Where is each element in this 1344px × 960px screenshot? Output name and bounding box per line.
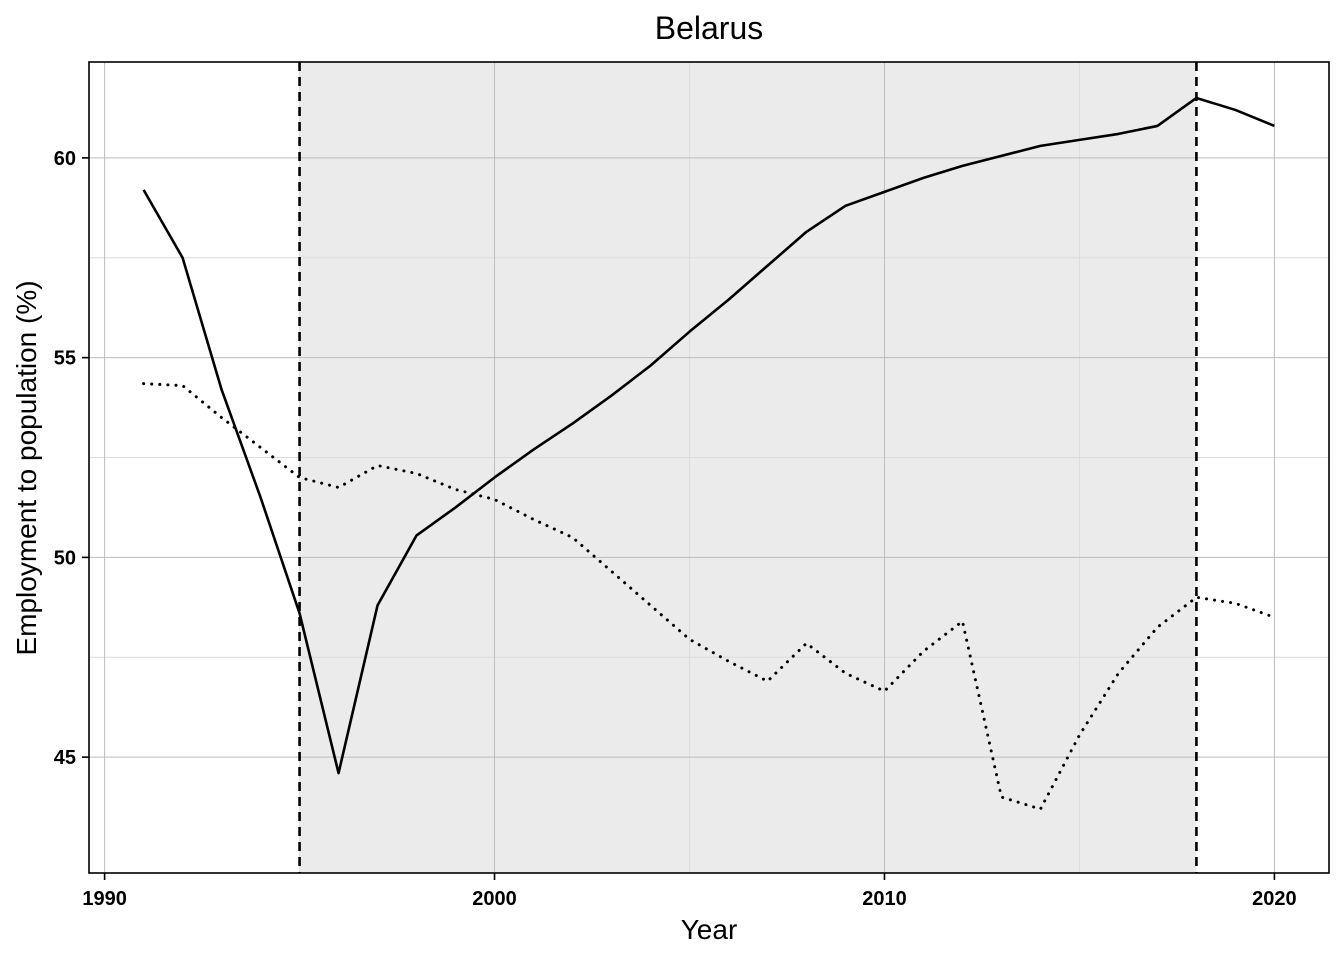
chart-title: Belarus [655, 10, 764, 46]
y-tick-label: 50 [54, 547, 76, 569]
x-tick-label: 2010 [862, 888, 907, 910]
period-boundary-lines [298, 62, 1198, 873]
plot-border [88, 61, 1330, 874]
grid-lines [89, 62, 1329, 873]
y-tick-label: 45 [54, 747, 76, 769]
shaded-period [299, 62, 1197, 873]
x-tick-label: 2000 [472, 888, 517, 910]
y-tick-label: 60 [54, 148, 76, 170]
x-axis-label: Year [681, 914, 738, 945]
y-axis-ticks: 45 50 55 60 [54, 148, 89, 769]
x-tick-label: 2020 [1252, 888, 1297, 910]
x-axis-ticks: 1990 2000 2010 2020 [82, 873, 1297, 910]
x-tick-label: 1990 [82, 888, 127, 910]
y-axis-label: Employment to population (%) [11, 280, 42, 655]
y-tick-label: 55 [54, 348, 76, 370]
series-group [142, 96, 1276, 811]
solid-series-line [142, 96, 1275, 775]
